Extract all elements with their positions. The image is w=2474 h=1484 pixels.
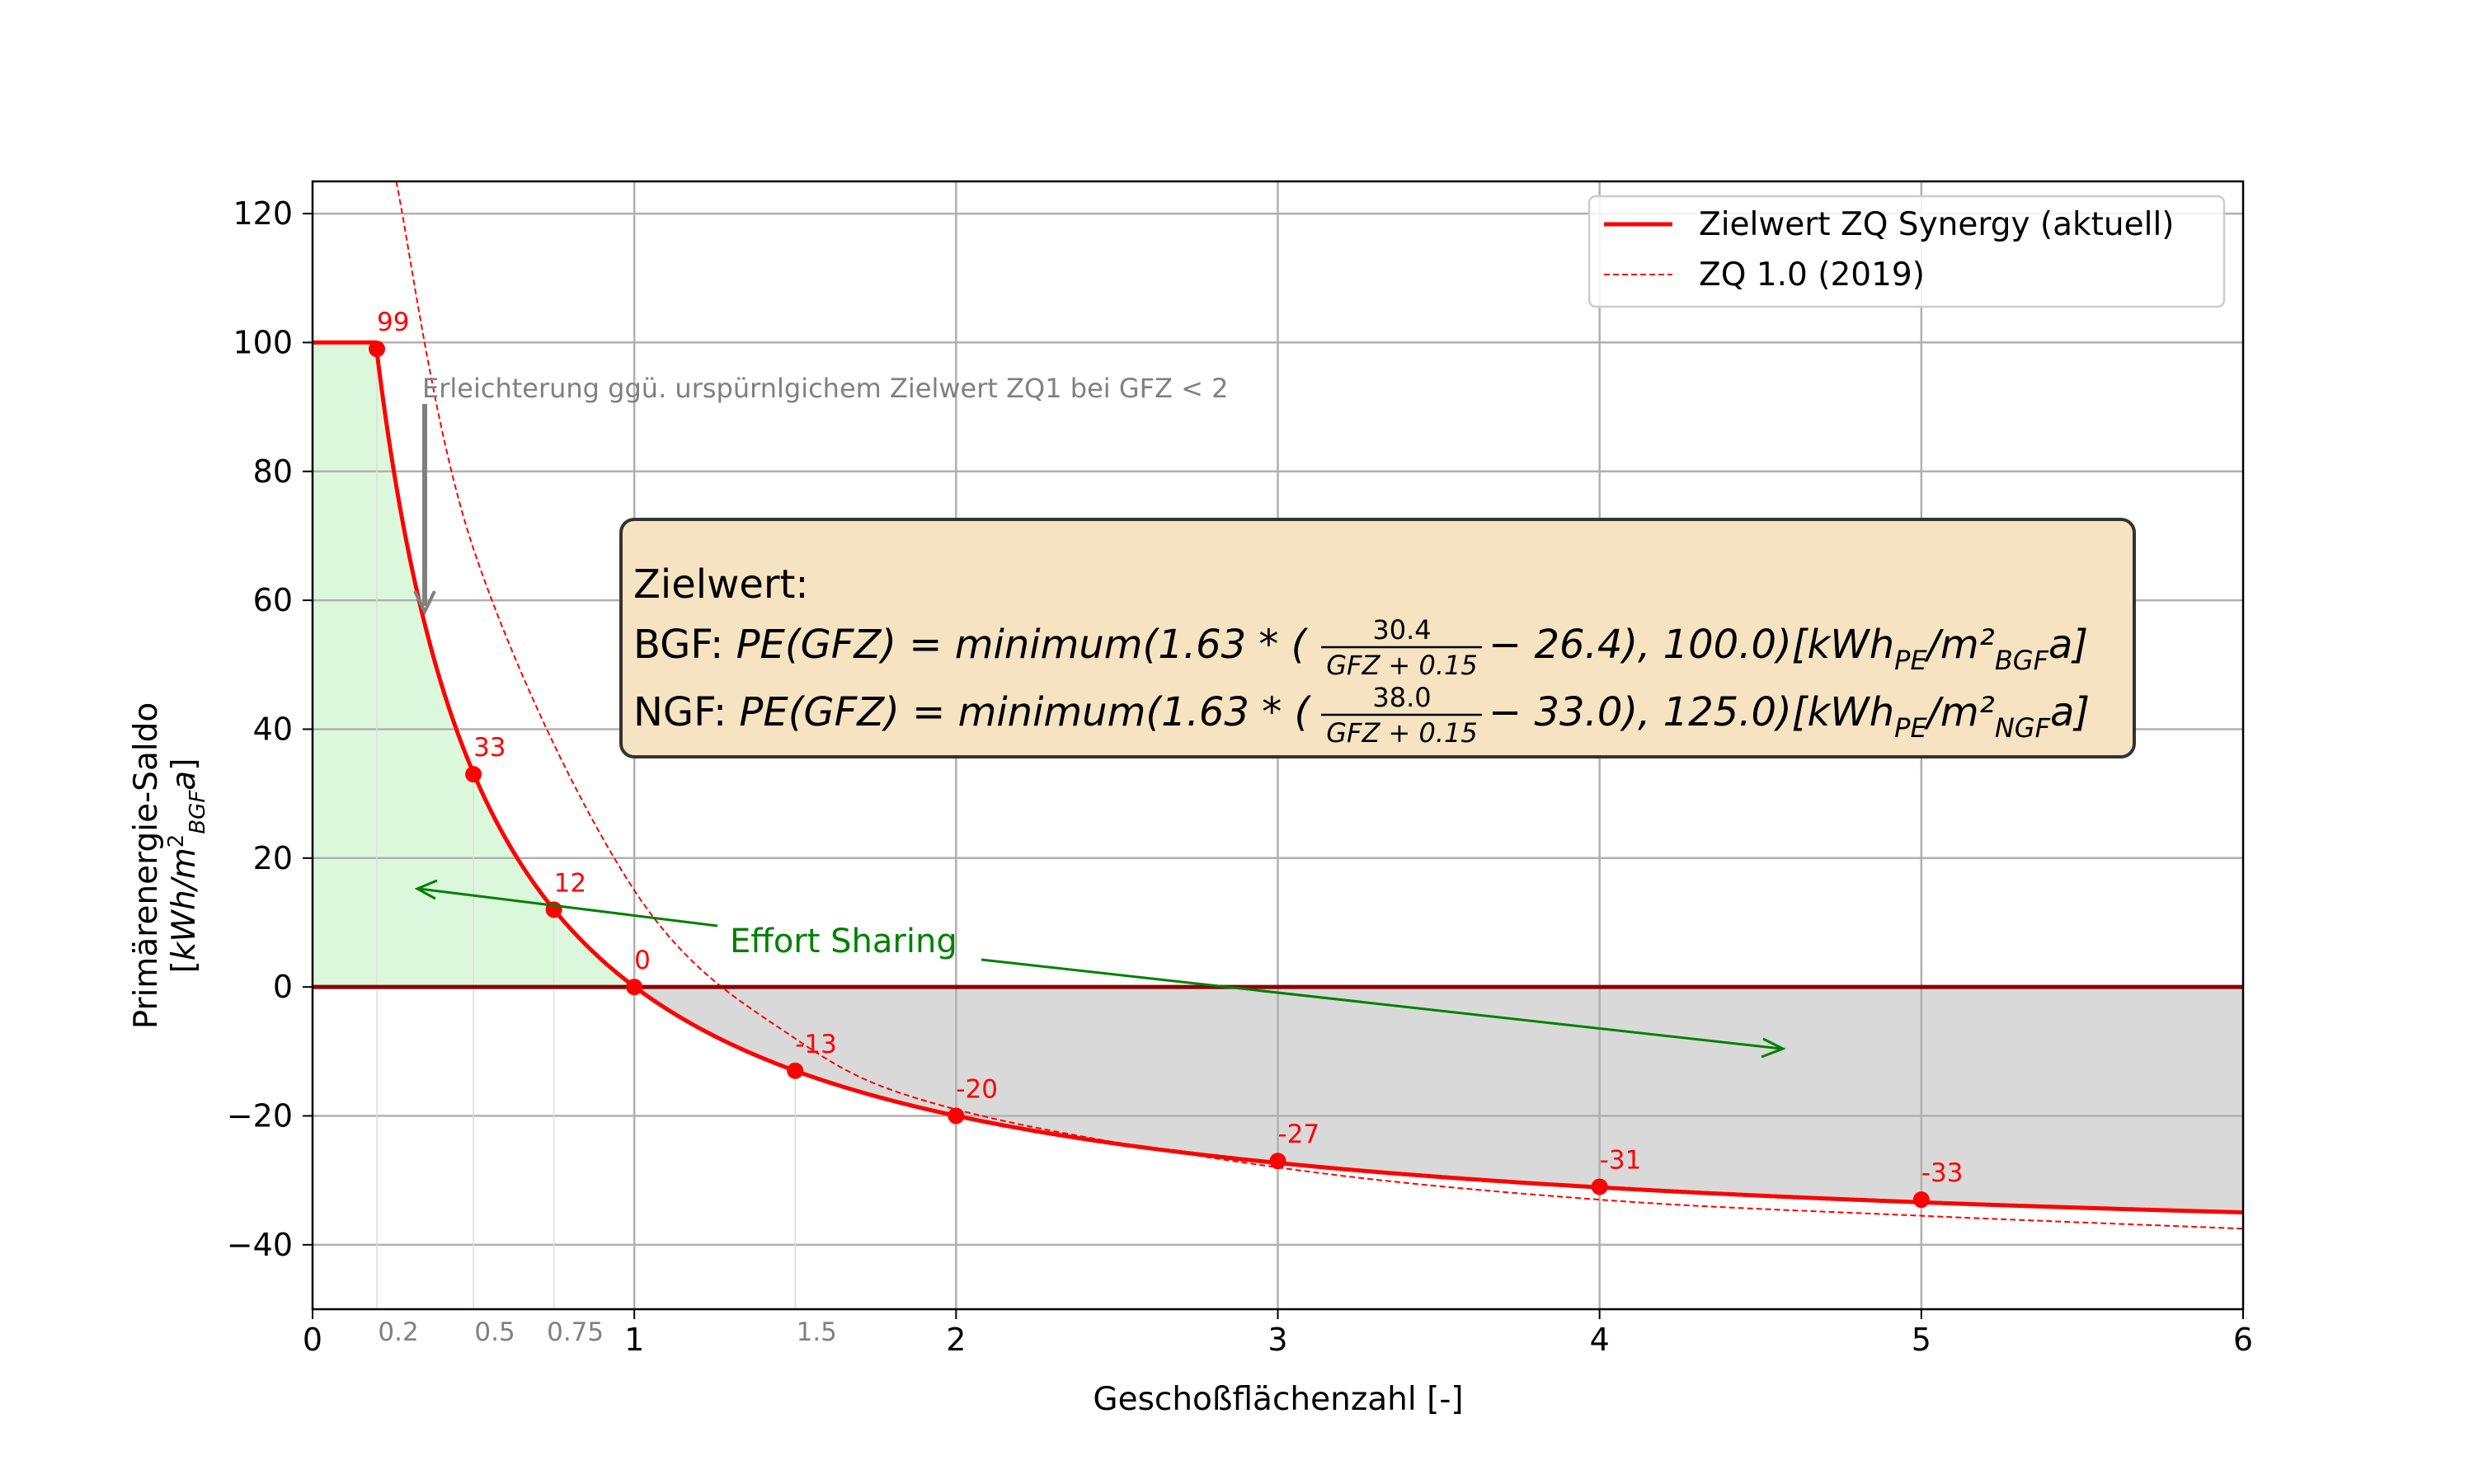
data-point-3 <box>1269 1153 1286 1170</box>
y-tick-label-5: 20 <box>253 840 293 876</box>
data-point-0.5 <box>465 766 482 783</box>
x-axis-label: Geschoßflächenzahl [-] <box>1093 1381 1463 1418</box>
area-fills <box>313 342 2243 1213</box>
x-tick-label-2: 2 <box>946 1322 966 1358</box>
ngf-unit-slash: /m² <box>1924 689 1995 735</box>
x-minor-tick-label-0.75: 0.75 <box>547 1317 604 1347</box>
equation-title: Zielwert: <box>633 561 809 608</box>
y-axis-label-line1: Primärenergie-Saldo <box>128 702 165 1030</box>
x-tick-label-4: 4 <box>1590 1322 1610 1358</box>
data-point-5 <box>1912 1191 1930 1209</box>
bgf-unit-pe: PE <box>1894 645 1927 676</box>
effort-arrow-left-shaft <box>418 887 718 928</box>
bgf-prefix: BGF: <box>633 622 723 668</box>
data-point-2 <box>948 1107 965 1125</box>
svg-text:NGF: PE(GFZ) = minimum(1.63 *: NGF: PE(GFZ) = minimum(1.63 * ( <box>633 689 1311 735</box>
bgf-unit-end: a] <box>2048 622 2088 668</box>
effort-arrow-right-head <box>1761 1037 1786 1059</box>
data-point-1.5 <box>787 1062 804 1079</box>
relief-annotation: Erleichterung ggü. urspürnlgichem Zielwe… <box>422 373 1228 404</box>
data-label-0.2: 99 <box>377 308 409 337</box>
x-tick-label-1: 1 <box>624 1322 644 1358</box>
x-tick-label-0: 0 <box>303 1322 322 1358</box>
ngf-unit-area: NGF <box>1995 712 2051 744</box>
data-label-3: -27 <box>1278 1120 1320 1149</box>
data-point-0.2 <box>369 340 386 358</box>
y-tick-label-2: 80 <box>253 453 293 490</box>
data-label-0.5: 33 <box>473 733 506 763</box>
x-minor-tick-label-0.2: 0.2 <box>378 1317 418 1347</box>
axis-ticks: 0 1 2 3 4 5 60.2 0.5 0.75 1.5120100806040200−20−4… <box>227 195 2253 1358</box>
ngf-denominator: GFZ + 0.15 <box>1326 717 1478 749</box>
ngf-unit-end: a] <box>2050 689 2090 735</box>
data-label-2: -20 <box>956 1074 998 1104</box>
data-point-1 <box>626 979 643 996</box>
effort-sharing-label: Effort Sharing <box>730 923 957 960</box>
legend-box <box>1587 195 2226 308</box>
y-tick-label-8: −40 <box>227 1227 293 1263</box>
ngf-left: PE(GFZ) = minimum(1.63 * ( <box>739 689 1311 735</box>
data-label-5: -33 <box>1921 1158 1964 1188</box>
y-axis-label: Primärenergie-Saldo [kWh/m2BGFa] <box>128 702 210 1030</box>
data-label-1: 0 <box>634 946 651 975</box>
bgf-unit-area: BGF <box>1995 645 2049 676</box>
y-tick-label-0: 120 <box>233 195 293 232</box>
effort-sharing-arrows <box>414 879 1786 1059</box>
bgf-unit-slash: /m² <box>1924 622 1995 668</box>
bgf-right: − 26.4), 100.0)[kWh <box>1489 622 1894 668</box>
svg-text:− 33.0), 125.0)[kWhPE/m²NGFa]: − 33.0), 125.0)[kWhPE/m²NGFa] <box>1489 689 2090 744</box>
data-point-4 <box>1591 1178 1608 1195</box>
x-tick-label-6: 6 <box>2233 1322 2253 1358</box>
x-minor-tick-label-0.5: 0.5 <box>474 1317 515 1347</box>
y-tick-label-1: 100 <box>233 324 293 360</box>
ngf-numerator: 38.0 <box>1372 682 1431 713</box>
data-markers: 99 33 12 0 -13 -20 -27 -31 -33 <box>369 308 1964 1209</box>
relief-arrow <box>413 404 436 616</box>
svg-text:BGF: PE(GFZ) = minimum(1.63 *: BGF: PE(GFZ) = minimum(1.63 * ( <box>633 622 1309 668</box>
y-tick-label-7: −20 <box>227 1097 293 1134</box>
x-tick-label-3: 3 <box>1268 1322 1287 1358</box>
gray-area <box>634 986 2243 1213</box>
green-area <box>313 342 635 988</box>
data-label-1.5: -13 <box>795 1030 837 1059</box>
x-tick-label-5: 5 <box>1912 1322 1931 1358</box>
data-label-0.75: 12 <box>554 868 586 898</box>
ngf-prefix: NGF: <box>633 689 727 735</box>
minor-guide-lines <box>376 351 796 1309</box>
bgf-denominator: GFZ + 0.15 <box>1326 650 1478 681</box>
effort-arrow-right-shaft <box>981 958 1782 1050</box>
legend-label-zq1: ZQ 1.0 (2019) <box>1699 256 1925 294</box>
ngf-unit-pe: PE <box>1894 712 1927 744</box>
equation-box-background <box>619 518 2136 758</box>
bgf-numerator: 30.4 <box>1372 614 1431 646</box>
x-minor-tick-label-1.5: 1.5 <box>797 1317 837 1347</box>
equation-box: Zielwert: BGF: PE(GFZ) = minimum(1.63 * … <box>619 518 2136 758</box>
y-tick-label-4: 40 <box>253 711 293 747</box>
bgf-left: PE(GFZ) = minimum(1.63 * ( <box>736 622 1309 668</box>
zq1-dashed-curve <box>395 181 2244 1230</box>
equation-ngf: NGF: PE(GFZ) = minimum(1.63 * ( 38.0 GFZ… <box>633 682 2090 749</box>
y-tick-label-3: 60 <box>253 582 293 618</box>
y-tick-label-6: 0 <box>273 969 293 1005</box>
y-axis-label-line2: [kWh/m2BGFa] <box>164 758 210 974</box>
ngf-right: − 33.0), 125.0)[kWh <box>1489 689 1894 735</box>
effort-arrow-left-head <box>414 879 438 900</box>
legend: Zielwert ZQ Synergy (aktuell) ZQ 1.0 (20… <box>1587 195 2226 308</box>
data-label-4: -31 <box>1600 1145 1642 1175</box>
relief-arrow-head <box>413 590 436 616</box>
equation-bgf: BGF: PE(GFZ) = minimum(1.63 * ( 30.4 GFZ… <box>633 614 2088 681</box>
legend-label-synergy: Zielwert ZQ Synergy (aktuell) <box>1699 206 2175 243</box>
svg-text:− 26.4), 100.0)[kWhPE/m²BGFa]: − 26.4), 100.0)[kWhPE/m²BGFa] <box>1489 622 2088 676</box>
